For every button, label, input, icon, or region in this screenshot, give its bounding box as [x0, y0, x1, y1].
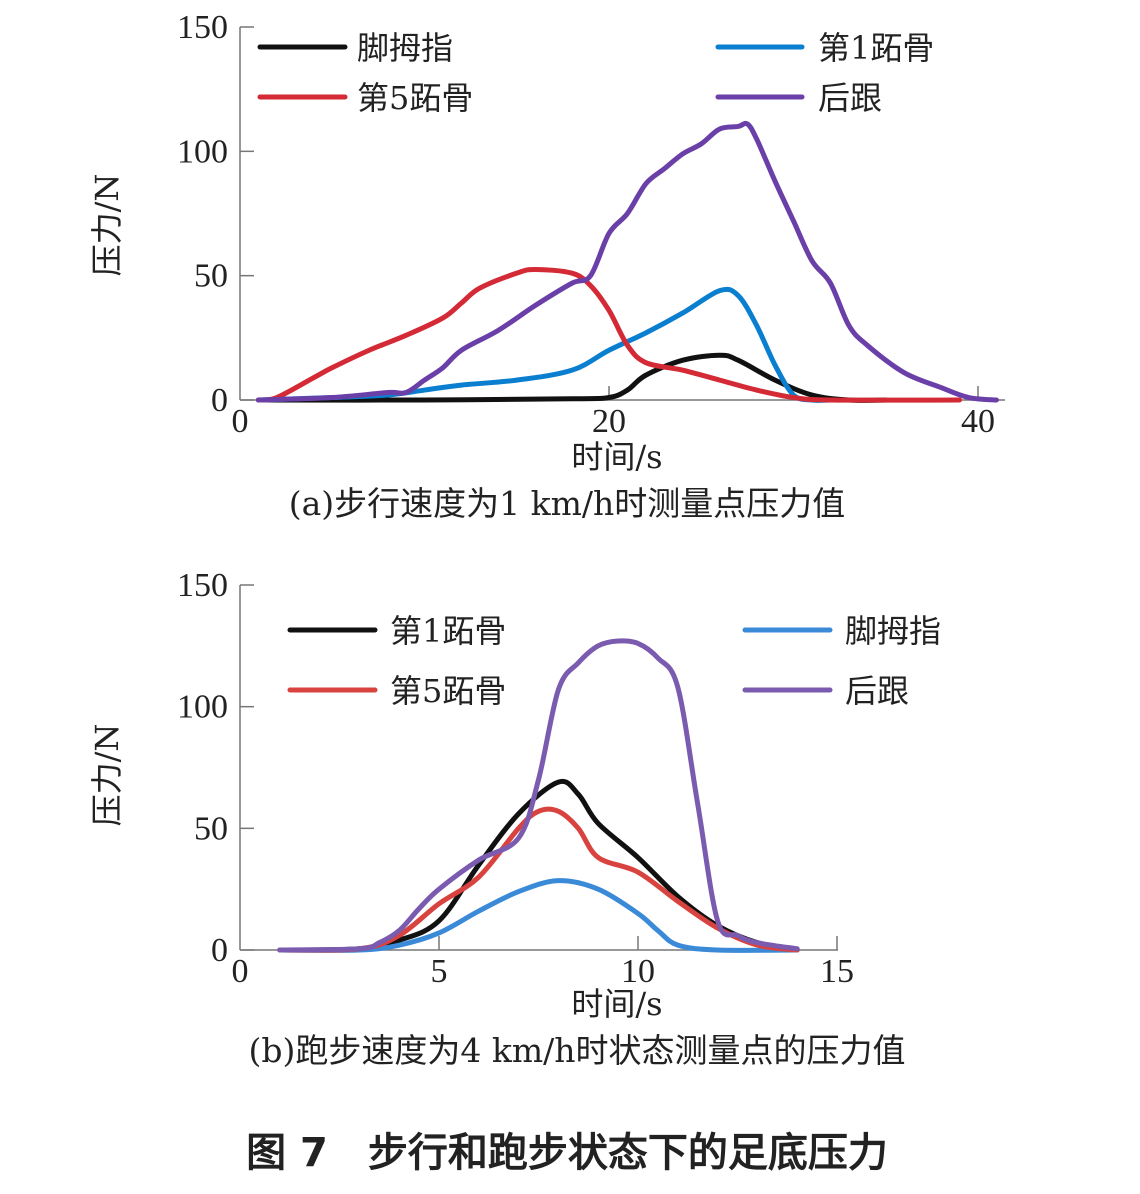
legend-label: 脚拇指 [845, 612, 941, 650]
legend-label: 脚拇指 [357, 29, 453, 67]
figure-title: 图 7 步行和跑步状态下的足底压力 [246, 1130, 888, 1176]
y-tick-label: 50 [194, 258, 228, 295]
x-tick-label: 10 [621, 953, 655, 990]
y-tick-label: 150 [177, 567, 228, 604]
legend-label: 第1跖骨 [818, 29, 934, 67]
legend-label: 后跟 [818, 79, 882, 117]
y-axis-label: 压力/N [88, 174, 126, 277]
x-tick-label: 0 [232, 953, 249, 990]
y-tick-label: 0 [211, 932, 228, 969]
legend-label: 第1跖骨 [390, 612, 506, 650]
x-tick-label: 15 [820, 953, 854, 990]
chart-b: 0 50 100 150 0 5 10 15 压力/N 时间/s (b)跑步速度为4 km/h时状态… [88, 567, 941, 1070]
legend-label: 后跟 [845, 672, 909, 710]
series-line [255, 286, 833, 403]
series-line [255, 266, 963, 403]
chart-a: 0 50 100 150 0 20 40 压力/N 时间/s (a)步行速度为1 km/h时测量点… [88, 9, 1005, 523]
series-line [277, 806, 800, 953]
x-axis-label: 时间/s [571, 438, 662, 476]
y-tick-label: 0 [211, 382, 228, 419]
chart-caption: (b)跑步速度为4 km/h时状态测量点的压力值 [248, 1031, 905, 1070]
series-line [277, 878, 800, 953]
series-line [255, 120, 999, 403]
x-tick-label: 0 [232, 403, 249, 440]
x-tick-label: 20 [592, 403, 626, 440]
x-tick-label: 40 [961, 403, 995, 440]
y-tick-label: 100 [177, 689, 228, 726]
y-tick-label: 150 [177, 9, 228, 46]
x-axis-label: 时间/s [571, 985, 662, 1023]
legend-label: 第5跖骨 [390, 672, 506, 710]
y-tick-label: 50 [194, 810, 228, 847]
chart-caption: (a)步行速度为1 km/h时测量点压力值 [289, 484, 846, 523]
legend-label: 第5跖骨 [357, 79, 473, 117]
y-tick-label: 100 [177, 133, 228, 170]
y-axis-label: 压力/N [88, 724, 126, 827]
x-tick-label: 5 [431, 953, 448, 990]
series-line [277, 638, 800, 953]
